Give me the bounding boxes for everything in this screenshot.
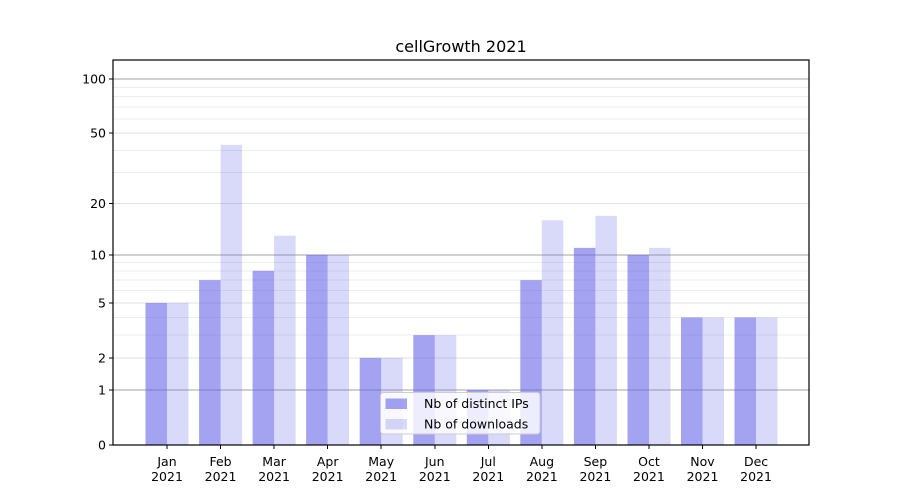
bar-downloads-sep <box>595 215 617 445</box>
bar-distinct-ips-oct <box>627 254 649 445</box>
x-tick-label-year: 2021 <box>258 469 290 484</box>
x-tick-label-month: Jul <box>480 454 496 469</box>
x-tick-label-month: Feb <box>209 454 231 469</box>
x-tick-label-month: Mar <box>262 454 286 469</box>
x-tick-label-month: Aug <box>530 454 554 469</box>
x-tick-label-month: Jun <box>424 454 445 469</box>
y-tick-label: 2 <box>98 350 106 365</box>
chart-title: cellGrowth 2021 <box>395 37 526 56</box>
bar-distinct-ips-jan <box>145 302 167 445</box>
x-tick-label-month: Nov <box>690 454 715 469</box>
x-tick-label-year: 2021 <box>526 469 558 484</box>
plot-border <box>112 59 810 446</box>
y-tick-label: 10 <box>90 247 106 262</box>
x-tick-label-month: Sep <box>584 454 608 469</box>
x-tick-label-month: May <box>368 454 394 469</box>
bar-distinct-ips-apr <box>306 254 328 445</box>
bar-downloads-dec <box>756 317 778 445</box>
x-tick-label-year: 2021 <box>312 469 344 484</box>
axis-ticks-and-labels: 0125102050100Jan2021Feb2021Mar2021Apr202… <box>82 72 772 485</box>
bar-distinct-ips-may <box>359 357 382 445</box>
x-tick-label-year: 2021 <box>472 469 504 484</box>
legend-swatch-distinct-ips <box>385 398 407 409</box>
y-tick-label: 1 <box>98 383 106 398</box>
bar-downloads-feb <box>220 144 243 445</box>
y-tick-label: 0 <box>98 438 106 453</box>
x-tick-label-month: Jan <box>156 454 176 469</box>
x-tick-label-year: 2021 <box>365 469 397 484</box>
legend-box <box>380 392 541 435</box>
x-tick-label-month: Dec <box>744 454 768 469</box>
x-tick-label-year: 2021 <box>205 469 237 484</box>
bar-distinct-ips-sep <box>573 247 596 445</box>
legend-label-downloads: Nb of downloads <box>424 417 528 432</box>
x-tick-label-year: 2021 <box>633 469 665 484</box>
legend: Nb of distinct IPs Nb of downloads <box>380 392 541 435</box>
bar-downloads-aug <box>541 220 564 445</box>
bar-distinct-ips-dec <box>734 317 756 445</box>
legend-swatch-downloads <box>385 419 407 430</box>
y-tick-label: 50 <box>90 126 106 141</box>
bar-downloads-oct <box>649 247 671 445</box>
y-tick-label: 20 <box>90 196 106 211</box>
bar-downloads-mar <box>274 235 296 445</box>
x-tick-label-month: Apr <box>317 454 339 469</box>
x-tick-label-year: 2021 <box>151 469 183 484</box>
x-tick-label-year: 2021 <box>579 469 611 484</box>
legend-label-distinct-ips: Nb of distinct IPs <box>424 396 529 411</box>
y-tick-label: 100 <box>82 72 106 87</box>
x-tick-label-month: Oct <box>638 454 660 469</box>
x-tick-label-year: 2021 <box>419 469 451 484</box>
bar-downloads-apr <box>327 254 350 445</box>
bar-downloads-nov <box>702 317 724 445</box>
bar-downloads-jan <box>167 302 189 445</box>
bar-distinct-ips-feb <box>199 280 221 445</box>
bar-distinct-ips-mar <box>252 270 275 445</box>
x-tick-label-year: 2021 <box>687 469 719 484</box>
bar-distinct-ips-nov <box>681 317 703 445</box>
x-tick-label-year: 2021 <box>740 469 772 484</box>
y-tick-label: 5 <box>98 295 106 310</box>
